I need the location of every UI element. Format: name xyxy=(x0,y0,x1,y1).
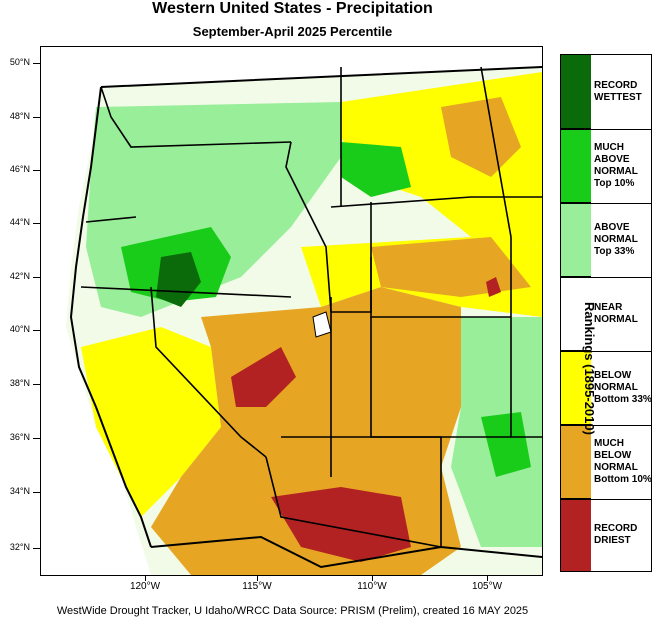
state-boundaries xyxy=(80,66,542,548)
lat-tick xyxy=(33,277,40,278)
lat-tick xyxy=(33,438,40,439)
region-record-driest-plains xyxy=(486,277,501,297)
legend-swatch-below xyxy=(561,351,591,425)
legend-divider xyxy=(561,277,651,278)
legend-label-above: ABOVE NORMAL Top 33% xyxy=(594,203,654,277)
legend-label-record-wettest: RECORD WETTEST xyxy=(594,55,654,129)
legend-line: NORMAL xyxy=(594,314,638,325)
lat-label-40n: 40°N xyxy=(9,324,30,334)
region-record-driest-arizona xyxy=(271,487,411,562)
lat-tick xyxy=(33,170,40,171)
legend-axis-title: Rankings (1895-2010) xyxy=(582,302,597,435)
lat-tick xyxy=(33,117,40,118)
legend-swatch-record-driest xyxy=(561,499,591,571)
legend-line: NORMAL xyxy=(594,462,638,473)
legend-line: ABOVE xyxy=(594,222,630,233)
lat-label-36n: 36°N xyxy=(9,432,30,442)
lon-tick xyxy=(257,575,258,581)
legend-line: Bottom 10% xyxy=(594,474,652,485)
legend-label-much-below: MUCH BELOW NORMAL Bottom 10% xyxy=(594,425,654,499)
map-title: Western United States - Precipitation xyxy=(152,0,433,17)
legend-swatch-above xyxy=(561,203,591,277)
legend-line: ABOVE xyxy=(594,154,630,165)
pacific-coastline xyxy=(69,86,152,548)
lat-tick xyxy=(33,548,40,549)
lat-tick xyxy=(33,63,40,64)
legend-line: Bottom 33% xyxy=(594,394,652,405)
legend-line: Top 10% xyxy=(594,178,635,189)
lat-label-44n: 44°N xyxy=(9,217,30,227)
legend-label-much-above: MUCH ABOVE NORMAL Top 10% xyxy=(594,129,654,203)
lon-tick xyxy=(487,575,488,581)
legend-line: WETTEST xyxy=(594,92,642,103)
lon-tick xyxy=(372,575,373,581)
map-svg xyxy=(41,47,542,575)
lon-label-110w: 110°W xyxy=(357,581,387,592)
lat-label-38n: 38°N xyxy=(9,378,30,388)
legend-line: RECORD xyxy=(594,523,638,534)
region-record-driest-nevada xyxy=(231,347,296,407)
lon-label-115w: 115°W xyxy=(242,581,272,592)
legend-line: MUCH xyxy=(594,438,624,449)
map-subtitle: September-April 2025 Percentile xyxy=(192,24,393,39)
region-much-below-montana xyxy=(441,97,521,177)
international-border xyxy=(100,66,542,569)
legend-swatch-record-wettest xyxy=(561,55,591,129)
legend-label-near: NEAR NORMAL xyxy=(594,277,654,351)
legend-line: Top 33% xyxy=(594,246,635,257)
lat-label-42n: 42°N xyxy=(9,271,30,281)
legend-line: BELOW xyxy=(594,450,632,461)
lat-tick xyxy=(33,223,40,224)
legend-label-below: BELOW NORMAL Bottom 33% xyxy=(594,351,654,425)
legend-swatch-much-above xyxy=(561,129,591,203)
legend-divider xyxy=(561,425,651,426)
legend-line: NEAR xyxy=(594,302,623,313)
legend-line: NORMAL xyxy=(594,234,638,245)
legend-divider xyxy=(561,351,651,352)
precipitation-map xyxy=(40,46,543,576)
region-record-wettest xyxy=(156,252,201,307)
lat-tick xyxy=(33,384,40,385)
legend-line: MUCH xyxy=(594,142,624,153)
lon-label-120w: 120°W xyxy=(129,581,161,592)
region-much-above-montana xyxy=(341,142,411,197)
legend-line: NORMAL xyxy=(594,382,638,393)
legend-swatch-much-below xyxy=(561,425,591,499)
lat-label-32n: 32°N xyxy=(9,542,30,552)
lon-label-105w: 105°W xyxy=(471,581,503,592)
precipitation-legend: RECORD WETTEST MUCH ABOVE NORMAL Top 10%… xyxy=(560,54,652,572)
legend-line: RECORD xyxy=(594,80,638,91)
lat-label-48n: 48°N xyxy=(9,111,30,121)
region-much-above-south-plains xyxy=(481,412,531,477)
lon-tick xyxy=(145,575,146,581)
legend-line: DRIEST xyxy=(594,535,631,546)
data-source-credit: WestWide Drought Tracker, U Idaho/WRCC D… xyxy=(56,605,529,617)
lat-label-50n: 50°N xyxy=(9,57,30,67)
lat-label-34n: 34°N xyxy=(9,486,30,496)
region-below-california xyxy=(81,327,221,517)
legend-divider xyxy=(561,499,651,500)
legend-divider xyxy=(561,129,651,130)
lat-tick xyxy=(33,330,40,331)
legend-line: BELOW xyxy=(594,370,632,381)
legend-divider xyxy=(561,203,651,204)
legend-swatch-near xyxy=(561,277,591,351)
legend-line: NORMAL xyxy=(594,166,638,177)
legend-label-record-driest: RECORD DRIEST xyxy=(594,499,654,571)
lat-tick xyxy=(33,492,40,493)
lat-label-46n: 46°N xyxy=(9,164,30,174)
